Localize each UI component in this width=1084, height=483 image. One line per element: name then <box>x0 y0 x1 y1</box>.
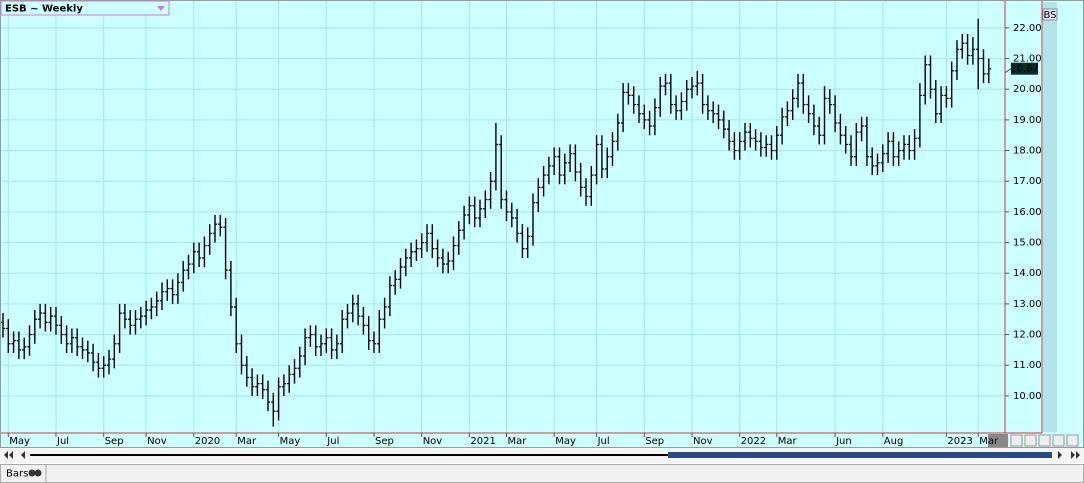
x-tick-label: 2022 <box>741 436 766 447</box>
x-tick-label: Mar <box>979 436 999 447</box>
axis-marker <box>988 434 1008 447</box>
nav-icon[interactable] <box>1052 434 1065 447</box>
bs-badge[interactable] <box>1042 8 1058 21</box>
y-tick-label: 14.00 <box>1013 268 1042 279</box>
last-price-line <box>1004 68 1012 74</box>
x-tick-label: Jul <box>597 436 610 447</box>
last-price-box <box>1011 62 1038 75</box>
y-tick-label: 10.00 <box>1013 391 1042 402</box>
dropdown-arrow[interactable] <box>157 6 165 11</box>
x-tick-label: Nov <box>693 436 713 447</box>
y-tick-label: 12.00 <box>1013 330 1042 341</box>
plot-background <box>0 0 1084 448</box>
y-tick-label: 18.00 <box>1013 146 1042 157</box>
side-strip <box>1043 2 1057 432</box>
x-tick-label: Nov <box>147 436 167 447</box>
x-tick-label: Sep <box>375 436 394 447</box>
y-tick-label: 19.00 <box>1013 115 1042 126</box>
x-tick-label: Mar <box>508 436 528 447</box>
scroll-left[interactable] <box>21 451 25 459</box>
x-tick-label: Sep <box>105 436 124 447</box>
status-bar <box>0 464 1084 483</box>
y-tick-label: 11.00 <box>1013 360 1042 371</box>
nav-icon[interactable] <box>1038 434 1051 447</box>
x-tick-label: May <box>9 436 30 447</box>
scroll-start[interactable] <box>4 451 13 459</box>
bars <box>0 18 991 427</box>
scroll-right[interactable] <box>1058 451 1062 459</box>
y-tick-label: 13.00 <box>1013 299 1042 310</box>
y-tick-label: 16.00 <box>1013 207 1042 218</box>
status-label: Bars <box>6 469 28 480</box>
scroll-end[interactable] <box>1071 451 1080 459</box>
y-tick-label: 17.00 <box>1013 176 1042 187</box>
nav-icon[interactable] <box>1024 434 1037 447</box>
nav-icon[interactable] <box>1066 434 1079 447</box>
x-tick-label: Nov <box>423 436 443 447</box>
x-tick-label: Jun <box>835 436 852 447</box>
scroll-thumb[interactable] <box>668 452 1052 458</box>
x-tick-label: 2020 <box>195 436 220 447</box>
x-tick-label: Jul <box>56 436 69 447</box>
y-tick-label: 21.00 <box>1013 54 1042 65</box>
status-icon[interactable] <box>28 469 36 477</box>
y-tick-label: 20.00 <box>1013 84 1042 95</box>
x-tick-label: 2023 <box>947 436 972 447</box>
x-tick-label: May <box>280 436 301 447</box>
x-tick-label: May <box>555 436 576 447</box>
last-price-label: 20.67 <box>1010 64 1039 75</box>
nav-icons <box>1010 434 1079 447</box>
x-tick-label: 2021 <box>470 436 495 447</box>
bs-badge-text: BS <box>1043 10 1056 21</box>
x-tick-label: Sep <box>645 436 664 447</box>
y-tick-label: 22.00 <box>1013 23 1042 34</box>
x-tick-label: Jul <box>326 436 339 447</box>
y-tick-label: 15.00 <box>1013 238 1042 249</box>
chart-title: ESB ~ Weekly <box>5 4 83 15</box>
nav-icon[interactable] <box>1010 434 1023 447</box>
x-tick-label: Aug <box>884 436 904 447</box>
status-icon[interactable] <box>34 469 42 477</box>
x-tick-label: Mar <box>778 436 798 447</box>
x-tick-label: Mar <box>237 436 257 447</box>
